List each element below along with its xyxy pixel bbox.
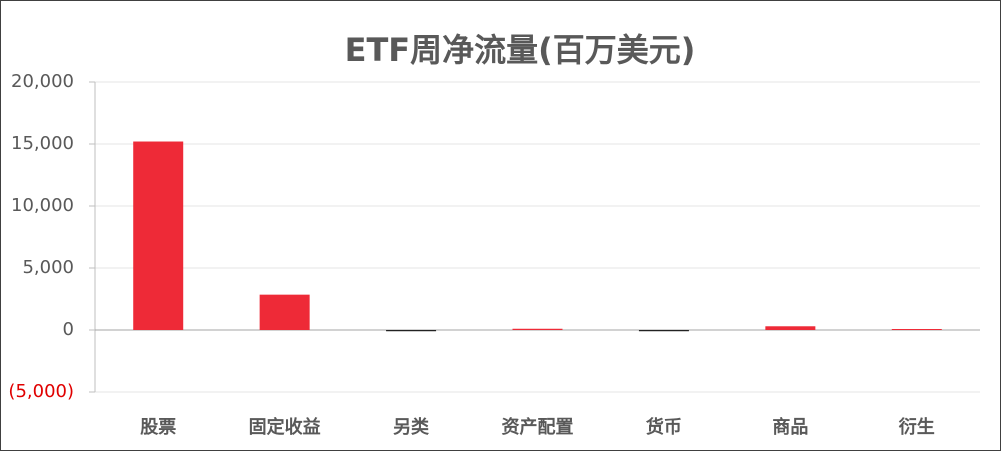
x-tick-label: 资产配置 <box>502 416 574 438</box>
bar <box>386 330 437 332</box>
chart-title: ETF周净流量(百万美元) <box>345 31 696 69</box>
y-tick-label: 15,000 <box>11 133 74 154</box>
bar <box>133 141 184 330</box>
x-tick-label: 另类 <box>393 416 430 438</box>
bar <box>638 330 689 332</box>
x-tick-label: 固定收益 <box>249 416 321 438</box>
y-tick-label: 10,000 <box>11 195 74 216</box>
y-tick-label: 5,000 <box>22 257 74 278</box>
y-tick-label: 20,000 <box>11 71 74 92</box>
x-tick-label: 衍生 <box>899 416 935 438</box>
bar <box>512 328 563 330</box>
bar <box>259 294 310 330</box>
bar <box>765 326 816 330</box>
x-tick-label: 股票 <box>139 417 176 438</box>
y-tick-label: (5,000) <box>8 381 74 402</box>
y-tick-label: 0 <box>63 319 74 340</box>
x-tick-label: 商品 <box>772 416 808 438</box>
bar <box>891 329 942 330</box>
x-tick-label: 货币 <box>646 416 682 438</box>
